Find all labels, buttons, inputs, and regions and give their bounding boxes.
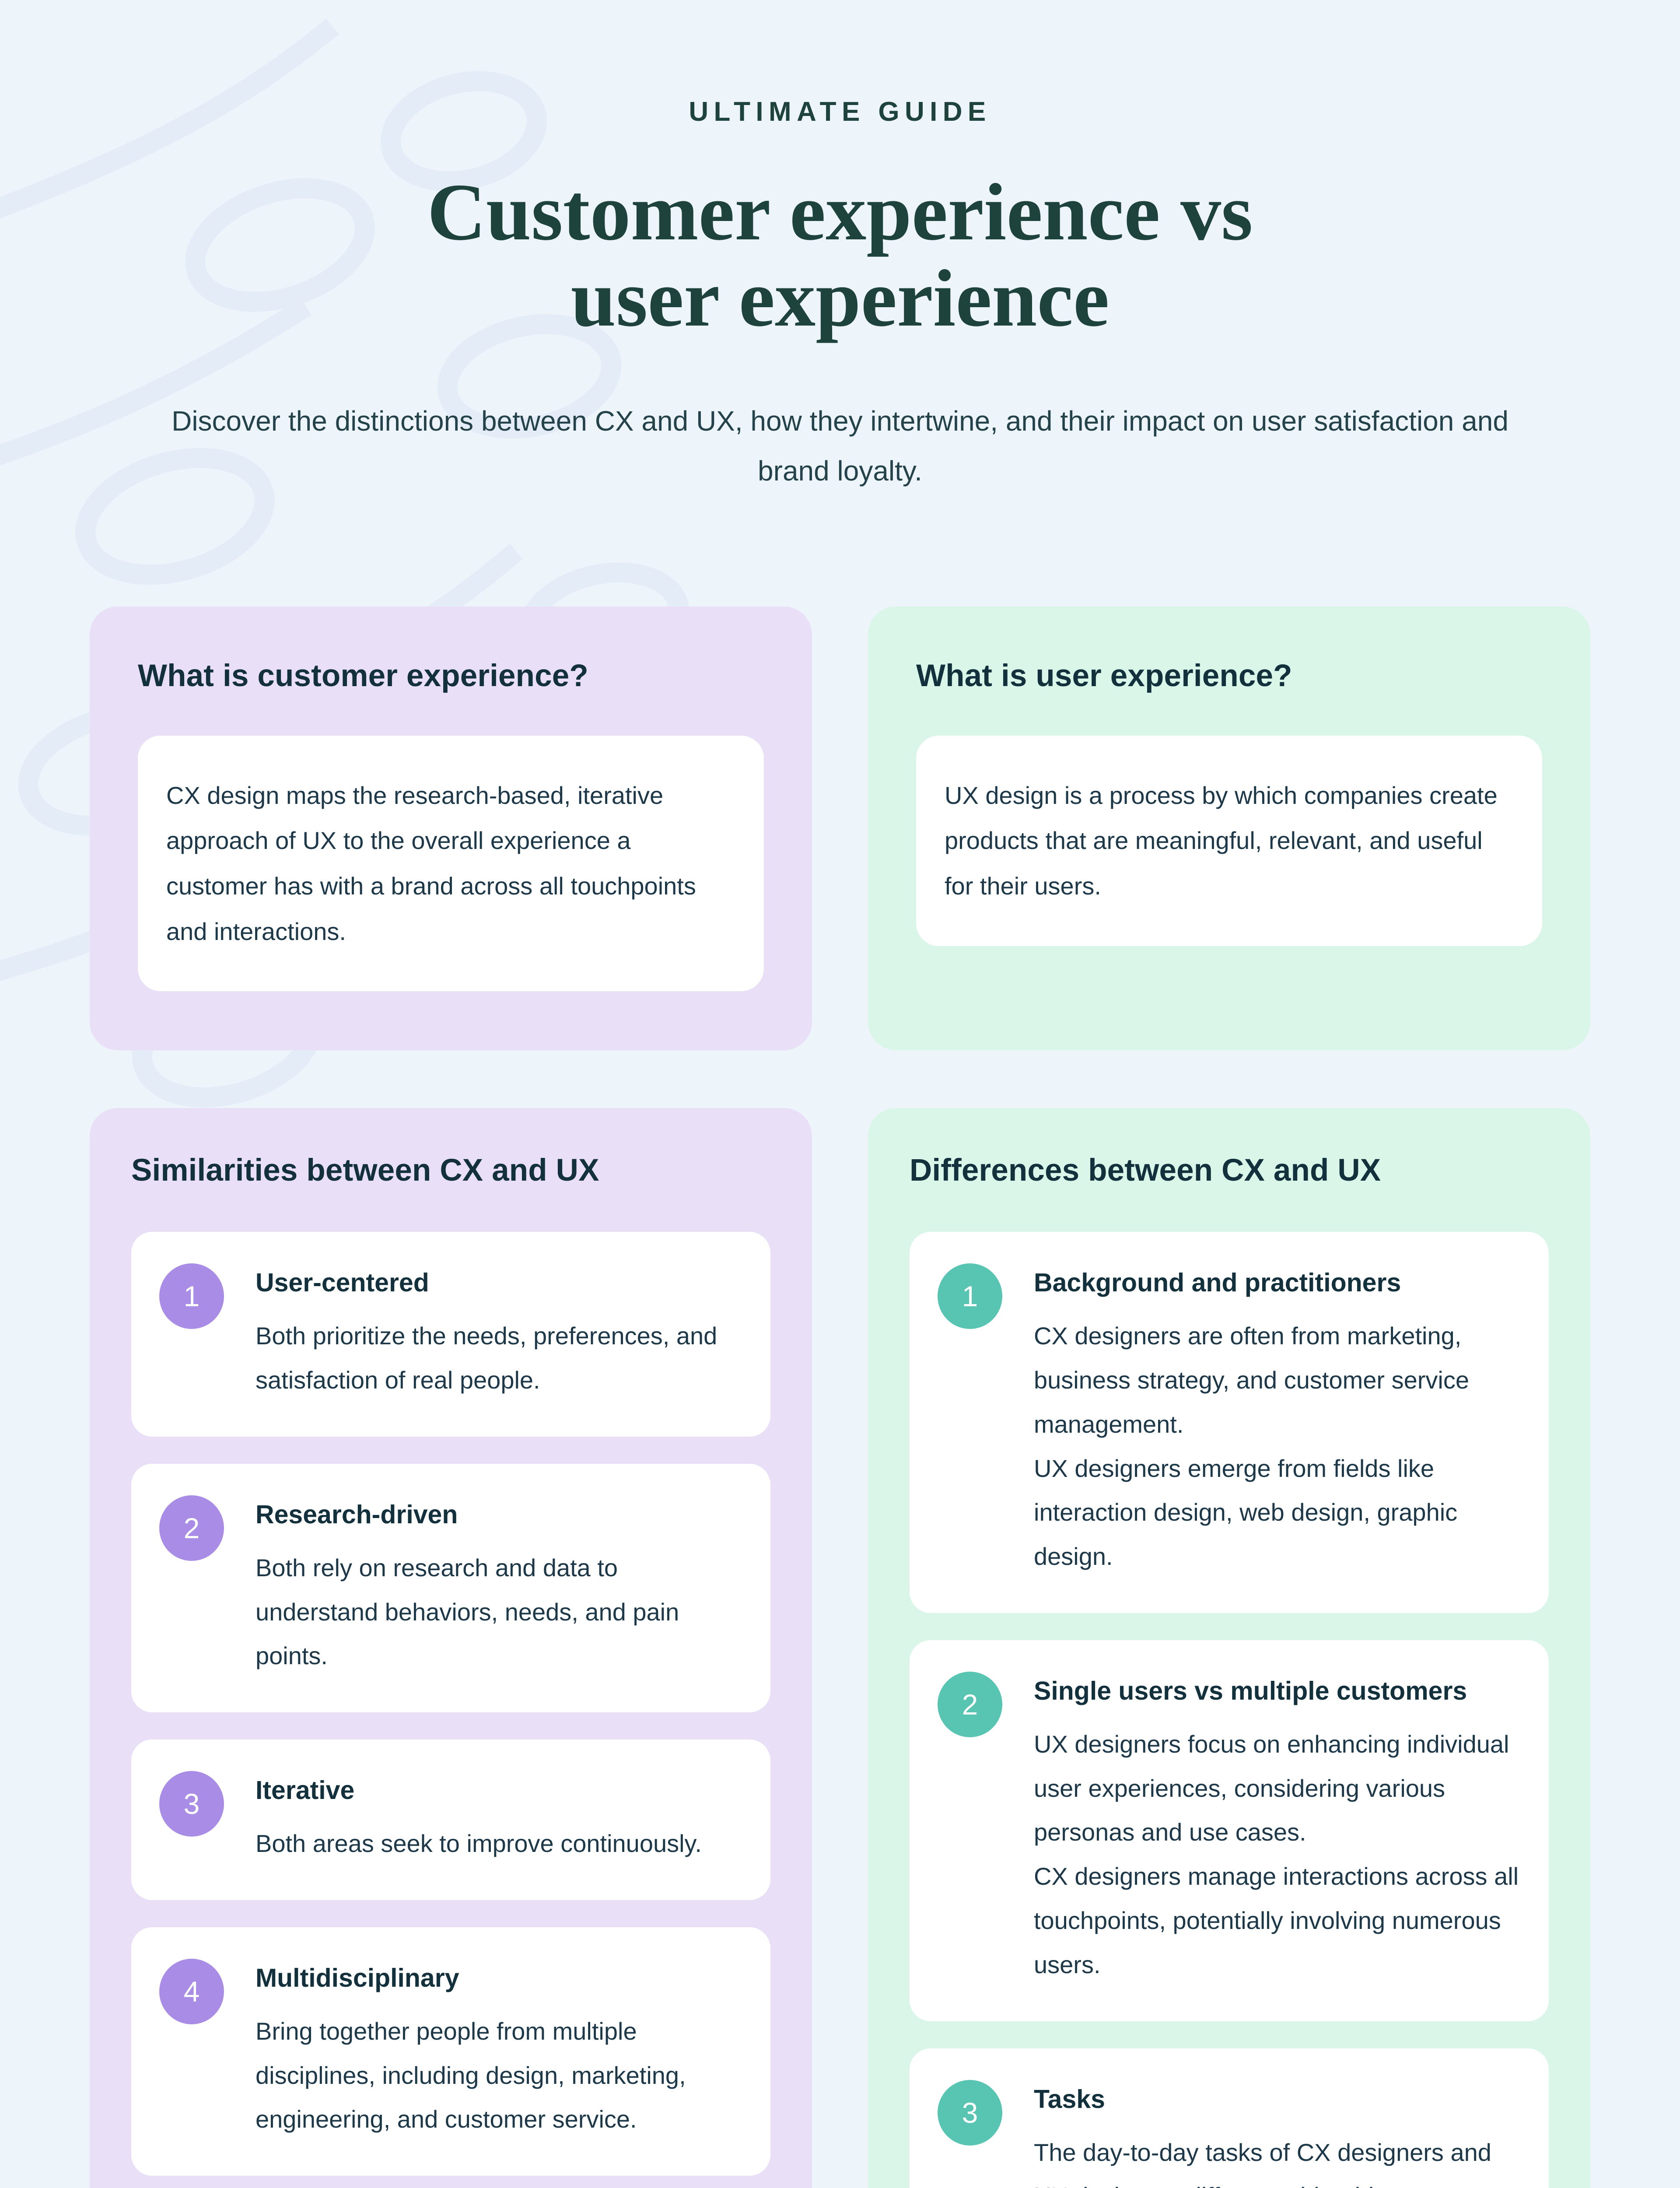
cx-definition-body: CX design maps the research-based, itera… <box>138 735 764 992</box>
item-body: Both areas seek to improve continuously. <box>256 1830 702 1858</box>
similarities-list: 1 User-centered Both prioritize the need… <box>131 1232 770 2188</box>
differences-list: 1 Background and practitioners CX design… <box>910 1232 1549 2188</box>
item-number-badge: 1 <box>159 1263 224 1329</box>
page-title-line1: Customer experience vs <box>427 167 1253 257</box>
similarities-card: Similarities between CX and UX 1 User-ce… <box>90 1108 812 2188</box>
item-text: Iterative Both areas seek to improve con… <box>256 1771 742 1866</box>
item-title: Multidisciplinary <box>256 1963 459 1992</box>
similarities-heading: Similarities between CX and UX <box>131 1153 599 1188</box>
item-body: Both prioritize the needs, preferences, … <box>256 1322 718 1394</box>
item-body: Both rely on research and data to unders… <box>256 1553 679 1670</box>
item-body: The day-to-day tasks of CX designers and… <box>1034 2138 1491 2188</box>
page-header: ULTIMATE GUIDE Customer experience vs use… <box>0 0 1680 496</box>
item-text: Multidisciplinary Bring together people … <box>256 1959 742 2142</box>
item-text: Tasks The day-to-day tasks of CX designe… <box>1034 2080 1521 2188</box>
differences-heading: Differences between CX and UX <box>910 1153 1381 1188</box>
item-title: Research-driven <box>256 1500 458 1529</box>
list-item: 3 Iterative Both areas seek to improve c… <box>131 1739 770 1900</box>
page-title-line2: user experience <box>570 253 1110 344</box>
item-title: User-centered <box>256 1268 429 1297</box>
differences-card: Differences between CX and UX 1 Backgrou… <box>868 1108 1590 2188</box>
item-body: UX designers focus on enhancing individu… <box>1034 1730 1519 1978</box>
item-title: Iterative <box>256 1776 355 1805</box>
item-title: Single users vs multiple customers <box>1034 1676 1467 1705</box>
item-body: CX designers are often from marketing, b… <box>1034 1322 1469 1571</box>
page-subtitle: Discover the distinctions between CX and… <box>172 405 1508 487</box>
item-number-badge: 2 <box>159 1495 224 1561</box>
list-item: 2 Single users vs multiple customers UX … <box>910 1640 1549 2021</box>
item-text: User-centered Both prioritize the needs,… <box>256 1263 742 1403</box>
list-item: 1 User-centered Both prioritize the need… <box>131 1232 770 1437</box>
cx-definition-card: What is customer experience? CX design m… <box>90 606 812 1051</box>
item-number-badge: 3 <box>938 2079 1002 2146</box>
cards-grid: What is customer experience? CX design m… <box>90 606 1590 2188</box>
item-text: Research-driven Both rely on research an… <box>256 1495 742 1678</box>
item-body: Bring together people from multiple disc… <box>256 2017 686 2133</box>
item-title: Tasks <box>1034 2084 1105 2114</box>
ux-definition-heading: What is user experience? <box>916 658 1292 693</box>
item-number-badge: 4 <box>159 1958 224 2024</box>
ux-definition-body: UX design is a process by which companie… <box>916 735 1542 946</box>
item-number-badge: 3 <box>159 1771 224 1837</box>
item-text: Background and practitioners CX designer… <box>1034 1263 1521 1579</box>
item-text: Single users vs multiple customers UX de… <box>1034 1672 1521 1987</box>
list-item: 4 Multidisciplinary Bring together peopl… <box>131 1927 770 2176</box>
ux-definition-card: What is user experience? UX design is a … <box>868 606 1590 1051</box>
list-item: 2 Research-driven Both rely on research … <box>131 1463 770 1713</box>
item-number-badge: 1 <box>938 1263 1002 1329</box>
list-item: 1 Background and practitioners CX design… <box>910 1232 1549 1613</box>
eyebrow-label: ULTIMATE GUIDE <box>689 97 991 127</box>
cx-definition-heading: What is customer experience? <box>138 658 588 693</box>
item-number-badge: 2 <box>938 1671 1002 1737</box>
list-item: 3 Tasks The day-to-day tasks of CX desig… <box>910 2048 1549 2188</box>
page-title: Customer experience vs user experience <box>0 169 1680 342</box>
item-title: Background and practitioners <box>1034 1268 1401 1297</box>
